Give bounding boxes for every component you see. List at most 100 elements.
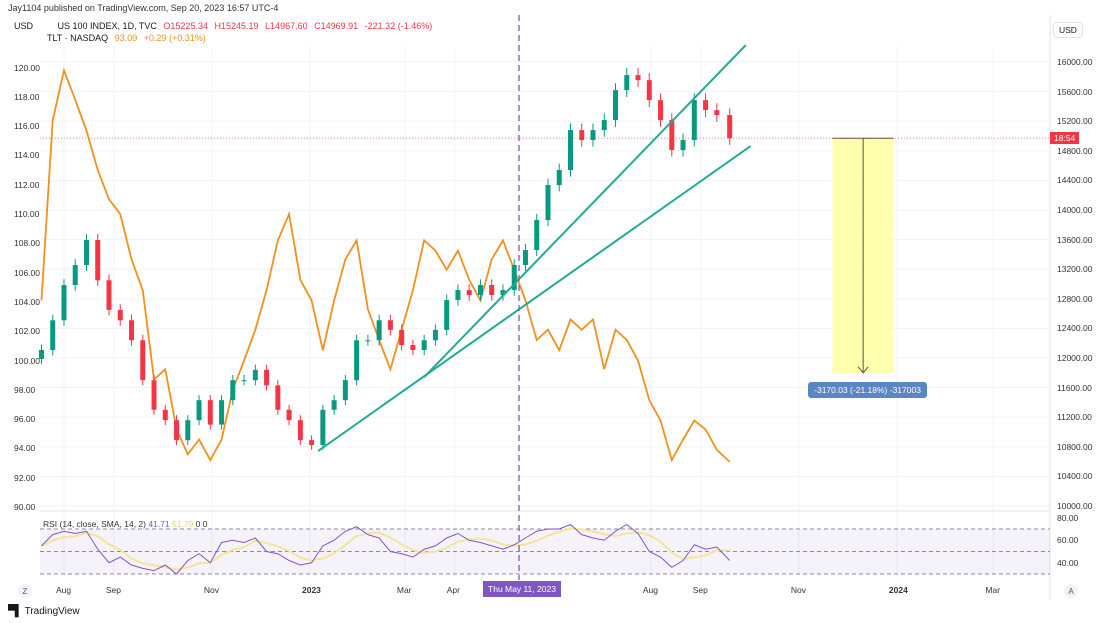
left-axis-tick: 96.00 xyxy=(14,414,36,425)
rsi-axis-tick: 80.00 xyxy=(1057,512,1079,523)
candle xyxy=(50,320,56,351)
rsi-title: RSI (14, close, SMA, 14, 2) xyxy=(43,519,146,529)
measure-label: -3170.03 (-21.18%) -317003 xyxy=(808,381,927,398)
right-axis-tick: 12800.00 xyxy=(1057,293,1093,304)
candle xyxy=(185,420,191,441)
right-axis-tick: 10000.00 xyxy=(1057,501,1093,511)
candle xyxy=(669,120,675,151)
rsi-extra: 0 0 xyxy=(195,519,208,529)
candle xyxy=(466,290,472,296)
rsi-axis-tick: 40.00 xyxy=(1057,557,1079,568)
candle xyxy=(522,250,528,266)
compare-price: 93.09 xyxy=(114,33,138,43)
ohlc-high: H15245.19 xyxy=(214,21,259,31)
candle xyxy=(399,329,405,346)
ohlc-change: -221.32 (-1.46%) xyxy=(364,21,433,31)
right-axis-tick: 13200.00 xyxy=(1057,264,1093,275)
legend-main-row[interactable]: USD US 100 INDEX, 1D, TVC O15225.34 H152… xyxy=(14,20,436,32)
legend-compare-row[interactable]: TLT · NASDAQ 93.09 +0.29 (+0.31%) xyxy=(14,32,436,44)
ohlc-close: C14969.91 xyxy=(314,21,359,31)
left-axis-tick: 112.00 xyxy=(14,179,40,190)
time-axis-tick: Mar xyxy=(396,585,412,595)
left-axis-tick: 92.00 xyxy=(14,472,36,483)
right-axis-tick: 11200.00 xyxy=(1057,412,1092,423)
time-axis-tick: Sep xyxy=(105,585,121,595)
right-axis-tick: 13600.00 xyxy=(1057,234,1093,245)
measure-arrowhead-icon xyxy=(857,366,869,374)
zoom-button[interactable]: Z xyxy=(18,584,32,598)
candle xyxy=(579,130,585,141)
candle xyxy=(61,285,67,321)
time-axis-tick: Aug xyxy=(642,585,659,595)
crosshair-date-label: Thu May 11, 2023 xyxy=(483,581,561,597)
currency-right-button[interactable]: USD xyxy=(1053,22,1083,38)
logo-text: TradingView xyxy=(24,605,80,617)
candle xyxy=(624,75,630,91)
candle xyxy=(387,320,393,330)
candle xyxy=(703,100,709,111)
candle xyxy=(489,285,495,296)
candle xyxy=(658,100,664,121)
candle xyxy=(680,140,686,151)
left-axis-tick: 98.00 xyxy=(14,384,36,395)
right-axis-tick: 10800.00 xyxy=(1057,441,1093,452)
candle xyxy=(140,340,146,381)
candle xyxy=(534,220,540,251)
tlt-line xyxy=(40,67,731,463)
rsi-line xyxy=(41,523,731,575)
candle xyxy=(286,409,292,421)
candle xyxy=(500,290,506,296)
candle xyxy=(613,90,619,121)
ohlc-open: O15225.34 xyxy=(163,21,208,31)
right-axis-tick: 12400.00 xyxy=(1057,323,1093,334)
time-axis-tick: Sep xyxy=(692,585,708,595)
auto-scale-button[interactable]: A xyxy=(1064,584,1078,598)
candle xyxy=(714,110,720,116)
candle xyxy=(219,400,225,425)
plot-area xyxy=(40,46,1050,510)
candle xyxy=(601,120,607,131)
currency-left: USD xyxy=(14,21,34,31)
candle xyxy=(511,265,517,291)
right-axis-tick: 14400.00 xyxy=(1057,175,1093,186)
right-axis-tick: 11600.00 xyxy=(1057,382,1092,393)
rsi-value: 41.71 xyxy=(148,519,170,529)
right-axis-tick: 10400.00 xyxy=(1057,471,1093,482)
time-axis-tick: Nov xyxy=(203,585,220,595)
candle xyxy=(174,420,180,441)
candle xyxy=(230,380,236,401)
rsi-axis-tick: 60.00 xyxy=(1057,535,1079,546)
main-symbol: US 100 INDEX, 1D, TVC xyxy=(57,21,157,31)
left-axis-tick: 114.00 xyxy=(14,150,40,161)
left-axis-tick: 120.00 xyxy=(14,62,40,73)
candle xyxy=(556,170,562,186)
candle xyxy=(354,340,360,381)
candle xyxy=(83,240,89,266)
candle xyxy=(129,320,135,341)
left-axis-tick: 94.00 xyxy=(14,443,36,454)
candle xyxy=(264,369,270,386)
candle xyxy=(72,265,78,286)
candle xyxy=(421,340,427,351)
tv-logo-icon: ▀▌ xyxy=(8,605,23,617)
left-axis-tick: 108.00 xyxy=(14,238,40,249)
time-axis-tick: 2023 xyxy=(302,585,321,595)
compare-change: +0.29 (+0.31%) xyxy=(143,33,206,43)
left-axis-tick: 118.00 xyxy=(14,91,40,102)
right-axis-tick: 15200.00 xyxy=(1057,116,1093,127)
candle xyxy=(432,329,438,341)
candle xyxy=(196,400,202,421)
candle xyxy=(95,240,101,281)
left-axis-tick: 116.00 xyxy=(14,121,40,132)
rsi-legend[interactable]: RSI (14, close, SMA, 14, 2) 41.71 51.79 … xyxy=(43,519,208,529)
candle xyxy=(376,320,382,341)
left-axis-tick: 106.00 xyxy=(14,267,40,278)
rsi-sma-line xyxy=(41,527,730,571)
tradingview-logo[interactable]: ▀▌ TradingView xyxy=(8,605,80,617)
candle xyxy=(477,285,483,296)
candle xyxy=(365,340,371,342)
ohlc-low: L14967.60 xyxy=(265,21,308,31)
candle xyxy=(691,100,697,141)
left-axis-tick: 100.00 xyxy=(14,355,40,366)
